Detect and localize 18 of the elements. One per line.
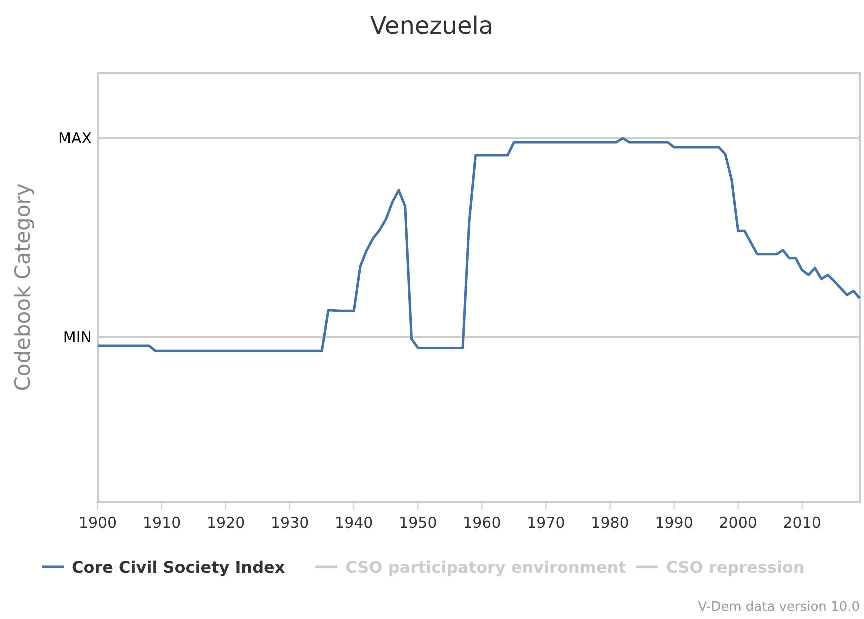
x-tick-label: 1940 [335,514,374,532]
text: V-Dem data version 10.0 [698,600,860,615]
x-tick-label: 2000 [719,514,758,532]
chart-title: Venezuela [370,12,494,40]
x-tick-label: 2010 [783,514,822,532]
x-tick-label: 1920 [206,514,246,532]
legend-label: Core Civil Society Index [72,558,286,577]
x-tick-label: 1990 [655,514,694,532]
y-axis-title: Codebook Category [11,184,35,392]
x-tick-label: 1900 [78,514,118,532]
ref-line-label: MAX [58,129,92,148]
x-tick-label: 1960 [463,514,502,532]
x-tick-label: 1970 [527,514,566,532]
x-tick-label: 1950 [399,514,438,532]
ref-line-label: MIN [63,328,92,346]
x-tick-label: 1910 [142,514,182,532]
x-tick-label: 1980 [591,514,630,532]
x-tick-label: 1930 [271,514,310,532]
